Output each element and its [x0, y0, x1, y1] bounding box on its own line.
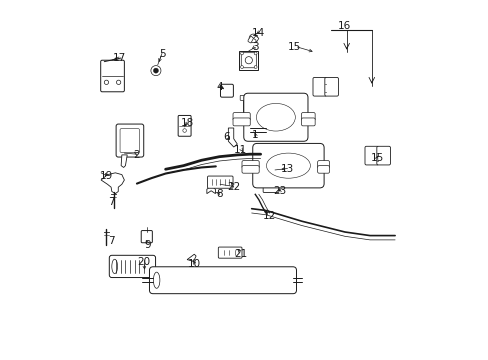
- Ellipse shape: [256, 103, 295, 131]
- Text: 11: 11: [234, 144, 247, 154]
- Polygon shape: [187, 254, 196, 261]
- FancyBboxPatch shape: [263, 183, 278, 193]
- Circle shape: [254, 52, 257, 55]
- Circle shape: [254, 66, 257, 68]
- Polygon shape: [121, 155, 127, 167]
- Circle shape: [240, 52, 243, 55]
- FancyBboxPatch shape: [242, 161, 259, 168]
- FancyBboxPatch shape: [141, 230, 152, 243]
- Text: 22: 22: [226, 182, 240, 192]
- Text: 13: 13: [280, 164, 294, 174]
- FancyBboxPatch shape: [101, 60, 124, 92]
- Text: 7: 7: [108, 197, 115, 207]
- FancyBboxPatch shape: [178, 116, 191, 136]
- Text: 2: 2: [133, 150, 140, 160]
- Text: 7: 7: [108, 236, 115, 246]
- FancyBboxPatch shape: [220, 84, 233, 97]
- FancyBboxPatch shape: [218, 247, 242, 258]
- Text: 15: 15: [287, 42, 301, 52]
- Text: 10: 10: [187, 259, 201, 269]
- FancyBboxPatch shape: [312, 77, 326, 96]
- Text: 8: 8: [216, 189, 222, 199]
- Text: 23: 23: [273, 186, 286, 196]
- Polygon shape: [247, 36, 253, 43]
- Text: 1: 1: [251, 130, 258, 140]
- Circle shape: [151, 66, 161, 76]
- Text: 18: 18: [180, 118, 193, 128]
- Text: 20: 20: [137, 257, 150, 267]
- Text: 9: 9: [144, 239, 151, 249]
- Polygon shape: [228, 128, 237, 147]
- Polygon shape: [239, 51, 258, 69]
- Ellipse shape: [112, 259, 117, 274]
- FancyBboxPatch shape: [244, 93, 307, 141]
- Circle shape: [240, 66, 243, 68]
- FancyBboxPatch shape: [301, 118, 314, 126]
- Polygon shape: [243, 98, 250, 121]
- FancyBboxPatch shape: [240, 95, 253, 100]
- FancyBboxPatch shape: [364, 146, 378, 165]
- Circle shape: [249, 34, 257, 42]
- Polygon shape: [101, 173, 124, 194]
- FancyBboxPatch shape: [149, 267, 296, 294]
- FancyBboxPatch shape: [252, 143, 324, 188]
- FancyBboxPatch shape: [376, 146, 389, 165]
- Text: 16: 16: [338, 21, 351, 31]
- Ellipse shape: [153, 272, 160, 288]
- Polygon shape: [253, 36, 258, 43]
- Text: 6: 6: [223, 132, 229, 142]
- Text: 21: 21: [234, 248, 247, 258]
- Text: 17: 17: [112, 53, 125, 63]
- FancyBboxPatch shape: [233, 113, 250, 121]
- Circle shape: [104, 80, 108, 85]
- Circle shape: [116, 80, 121, 85]
- FancyBboxPatch shape: [317, 161, 329, 168]
- FancyBboxPatch shape: [242, 166, 259, 173]
- Circle shape: [153, 68, 158, 73]
- FancyBboxPatch shape: [109, 255, 155, 278]
- Polygon shape: [206, 186, 215, 194]
- FancyBboxPatch shape: [301, 113, 314, 121]
- Text: 3: 3: [251, 42, 258, 52]
- Ellipse shape: [266, 153, 310, 178]
- Circle shape: [183, 129, 186, 132]
- FancyBboxPatch shape: [317, 166, 329, 173]
- FancyBboxPatch shape: [233, 118, 250, 126]
- FancyBboxPatch shape: [241, 53, 256, 68]
- Text: 5: 5: [159, 49, 165, 59]
- FancyBboxPatch shape: [324, 77, 338, 96]
- Ellipse shape: [244, 57, 252, 64]
- Text: 4: 4: [216, 82, 222, 92]
- FancyBboxPatch shape: [116, 124, 143, 157]
- Text: 15: 15: [370, 153, 383, 163]
- Text: 19: 19: [100, 171, 113, 181]
- Text: 12: 12: [263, 211, 276, 221]
- FancyBboxPatch shape: [207, 176, 233, 188]
- Text: 14: 14: [252, 28, 265, 38]
